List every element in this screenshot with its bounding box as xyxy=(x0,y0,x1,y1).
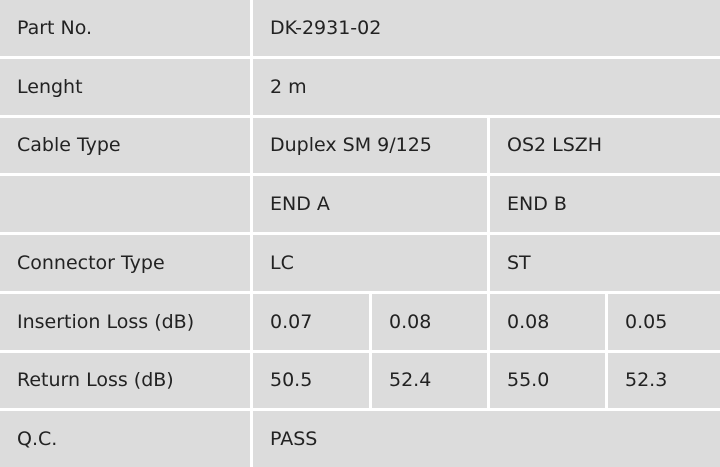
qc-label: Q.C. xyxy=(0,411,250,467)
part-no-label: Part No. xyxy=(0,0,250,56)
end-a-header: END A xyxy=(253,176,487,232)
return-loss-value: 52.4 xyxy=(372,352,487,409)
return-loss-value: 50.5 xyxy=(253,352,369,409)
insertion-loss-value: 0.05 xyxy=(608,293,720,350)
insertion-loss-value: 0.08 xyxy=(372,293,487,350)
connector-end-b: ST xyxy=(490,235,720,291)
insertion-loss-label: Insertion Loss (dB) xyxy=(0,293,250,350)
insertion-loss-value: 0.07 xyxy=(253,293,369,350)
cable-type-label: Cable Type xyxy=(0,117,250,174)
connector-type-label: Connector Type xyxy=(0,235,250,291)
cable-type-value-b: OS2 LSZH xyxy=(490,117,720,174)
cable-type-value-a: Duplex SM 9/125 xyxy=(253,117,487,174)
return-loss-label: Return Loss (dB) xyxy=(0,352,250,409)
length-value: 2 m xyxy=(253,58,720,115)
qc-value: PASS xyxy=(253,411,720,467)
end-b-header: END B xyxy=(490,176,720,232)
ends-label xyxy=(0,176,250,232)
return-loss-value: 52.3 xyxy=(608,352,720,409)
return-loss-value: 55.0 xyxy=(490,352,605,409)
part-no-value: DK-2931-02 xyxy=(253,0,720,56)
insertion-loss-value: 0.08 xyxy=(490,293,605,350)
length-label: Lenght xyxy=(0,58,250,115)
connector-end-a: LC xyxy=(253,235,487,291)
